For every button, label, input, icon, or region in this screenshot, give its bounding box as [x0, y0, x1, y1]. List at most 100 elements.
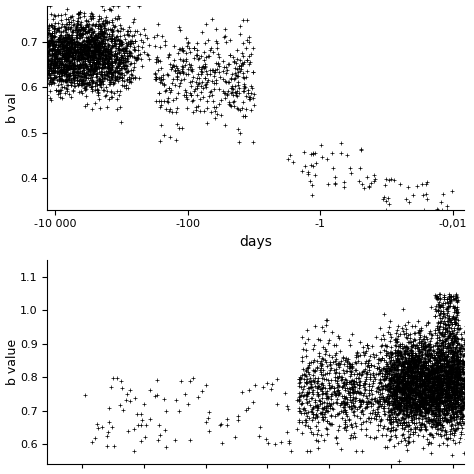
Point [428, 349, 435, 356]
Point [131, 447, 138, 455]
Point [436, 416, 444, 424]
Point [310, 356, 318, 364]
Point [417, 381, 424, 388]
Point [89, 78, 97, 85]
Point [456, 369, 464, 376]
Point [196, 95, 204, 102]
Point [395, 399, 402, 406]
Point [107, 64, 114, 71]
Point [398, 388, 405, 396]
Point [404, 385, 412, 392]
Point [96, 77, 103, 84]
Point [34, 62, 41, 70]
Point [444, 368, 451, 376]
Point [449, 348, 457, 356]
Point [392, 337, 399, 344]
Point [455, 392, 462, 400]
Point [403, 370, 411, 377]
Point [304, 384, 312, 392]
Point [25, 62, 32, 70]
Point [55, 49, 63, 56]
Point [100, 61, 107, 68]
Point [83, 69, 91, 76]
Point [388, 374, 396, 382]
Point [443, 396, 451, 404]
Point [436, 407, 443, 415]
Point [432, 365, 440, 372]
Point [48, 57, 56, 65]
Point [94, 57, 101, 64]
Point [397, 385, 404, 392]
Point [419, 369, 427, 376]
Point [443, 324, 451, 332]
Point [88, 79, 95, 87]
Point [68, 59, 75, 66]
Point [122, 57, 130, 65]
Point [450, 368, 457, 376]
Point [428, 362, 436, 370]
Point [438, 337, 446, 344]
Point [91, 38, 99, 46]
Point [62, 43, 70, 51]
Point [435, 362, 442, 370]
Point [438, 379, 446, 386]
Point [427, 397, 435, 404]
Point [422, 362, 429, 369]
Point [421, 342, 429, 349]
Point [80, 48, 88, 55]
Point [45, 21, 53, 29]
Point [452, 365, 460, 372]
Point [43, 44, 50, 51]
Point [24, 41, 32, 49]
Point [412, 357, 419, 365]
Point [99, 49, 106, 57]
Point [408, 342, 415, 350]
Point [97, 48, 104, 56]
Point [85, 81, 93, 89]
Point [100, 39, 108, 47]
Point [335, 390, 343, 398]
Point [392, 386, 400, 394]
Point [46, 36, 54, 44]
Point [229, 98, 237, 106]
Point [84, 51, 91, 58]
Point [347, 370, 355, 378]
Point [443, 397, 450, 405]
Point [323, 369, 331, 377]
Point [437, 411, 444, 419]
Point [162, 444, 169, 451]
Point [443, 409, 450, 417]
Point [104, 428, 111, 436]
Point [83, 42, 91, 49]
Point [34, 71, 41, 78]
Point [443, 383, 450, 391]
Point [109, 3, 117, 10]
Point [406, 378, 414, 386]
Point [428, 431, 436, 438]
Point [26, 63, 34, 70]
Point [391, 376, 398, 383]
Point [381, 341, 389, 348]
Point [468, 398, 474, 406]
Point [41, 7, 48, 15]
Point [438, 380, 446, 387]
Point [453, 297, 460, 304]
Point [421, 373, 429, 380]
Point [405, 383, 412, 390]
Point [73, 22, 80, 29]
Point [419, 369, 426, 377]
Point [454, 376, 461, 383]
Point [115, 49, 123, 56]
Point [393, 347, 401, 355]
Point [328, 328, 336, 336]
Point [91, 32, 99, 40]
Point [56, 75, 64, 83]
Point [304, 408, 311, 415]
Point [383, 349, 391, 357]
Point [86, 38, 94, 46]
Point [18, 64, 26, 72]
Point [451, 391, 458, 399]
Point [402, 381, 410, 389]
Point [428, 384, 435, 392]
Point [388, 360, 396, 367]
